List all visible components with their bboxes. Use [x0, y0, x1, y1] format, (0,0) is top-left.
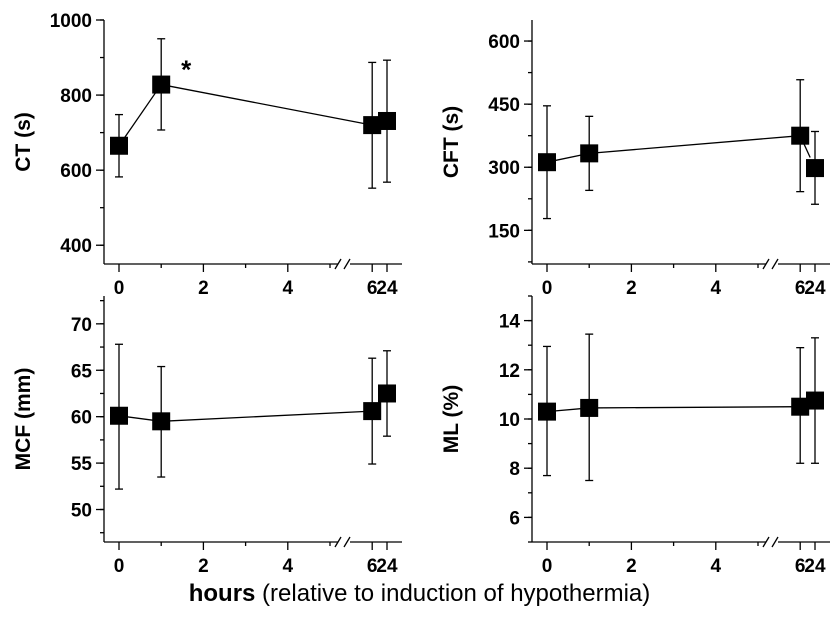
y-tick-label: 50 — [71, 501, 92, 522]
x-tick-label: 0 — [114, 278, 125, 299]
y-axis-label: CFT (s) — [440, 106, 463, 178]
x-tick-label: 24 — [804, 278, 826, 299]
data-point — [580, 398, 599, 417]
y-tick-label: 14 — [499, 312, 521, 333]
axis-break-mark — [771, 258, 779, 270]
y-tick-label: 55 — [71, 454, 93, 475]
axis-break-mark — [771, 536, 779, 548]
y-tick-label: 12 — [499, 361, 520, 382]
x-tick-label: 4 — [711, 556, 722, 577]
y-tick-label: 800 — [60, 86, 92, 107]
y-tick-label: 600 — [60, 161, 92, 182]
data-point — [378, 384, 396, 403]
data-point — [538, 153, 556, 172]
y-tick-label: 150 — [488, 221, 520, 242]
x-tick-label: 2 — [198, 278, 209, 299]
y-tick-label: 6 — [509, 508, 520, 529]
y-axis-label: MCF (mm) — [12, 368, 35, 471]
x-tick-label: 6 — [795, 556, 806, 577]
y-tick-label: 400 — [60, 236, 92, 257]
y-axis-label: ML (%) — [440, 385, 463, 453]
axis-break-mark — [334, 258, 342, 270]
y-tick-label: 300 — [488, 158, 520, 179]
x-axis-label: hours (relative to induction of hypother… — [0, 580, 839, 608]
series-line-segment — [589, 135, 801, 155]
data-point — [538, 402, 556, 421]
y-axis-label: CT (s) — [12, 112, 35, 172]
x-tick-label: 2 — [626, 278, 637, 299]
y-tick-label: 8 — [509, 459, 520, 480]
x-tick-label: 0 — [542, 278, 553, 299]
data-point — [580, 144, 599, 163]
data-point — [791, 126, 810, 145]
data-point — [152, 412, 171, 431]
y-tick-label: 65 — [71, 361, 93, 382]
x-tick-label: 4 — [711, 278, 722, 299]
axis-break-mark — [334, 536, 342, 548]
axis-break-mark — [762, 258, 770, 270]
y-tick-label: 10 — [499, 410, 520, 431]
x-tick-label: 6 — [367, 556, 378, 577]
x-tick-label: 4 — [283, 278, 294, 299]
data-point — [806, 391, 824, 410]
x-tick-label: 2 — [626, 556, 637, 577]
x-tick-label: 2 — [198, 556, 209, 577]
data-point — [363, 402, 382, 421]
data-point — [378, 111, 396, 130]
y-tick-label: 1000 — [50, 11, 92, 32]
x-axis-label-rest: (relative to induction of hypothermia) — [255, 580, 651, 607]
y-tick-label: 60 — [71, 408, 92, 429]
x-tick-label: 6 — [795, 278, 806, 299]
x-tick-label: 24 — [804, 556, 826, 577]
series-line-segment — [589, 406, 801, 409]
series-line-segment — [161, 83, 373, 126]
axis-break-mark — [343, 536, 351, 548]
axis-break-mark — [343, 258, 351, 270]
x-tick-label: 0 — [114, 556, 125, 577]
series-line-segment — [161, 410, 373, 422]
data-point — [110, 136, 128, 155]
data-point — [110, 406, 128, 425]
x-tick-label: 24 — [376, 278, 398, 299]
x-tick-label: 4 — [283, 556, 294, 577]
series-line-segment — [118, 84, 162, 147]
data-point — [152, 75, 171, 94]
y-tick-label: 70 — [71, 315, 92, 336]
y-tick-label: 600 — [488, 32, 520, 53]
significance-annotation: * — [181, 55, 192, 85]
x-tick-label: 0 — [542, 556, 553, 577]
x-axis-label-bold: hours — [188, 580, 256, 607]
data-point — [791, 397, 810, 416]
y-tick-label: 450 — [488, 95, 520, 116]
data-point — [363, 116, 382, 135]
x-tick-label: 24 — [376, 556, 398, 577]
data-point — [806, 159, 824, 178]
axis-break-mark — [762, 536, 770, 548]
x-tick-label: 6 — [367, 278, 378, 299]
